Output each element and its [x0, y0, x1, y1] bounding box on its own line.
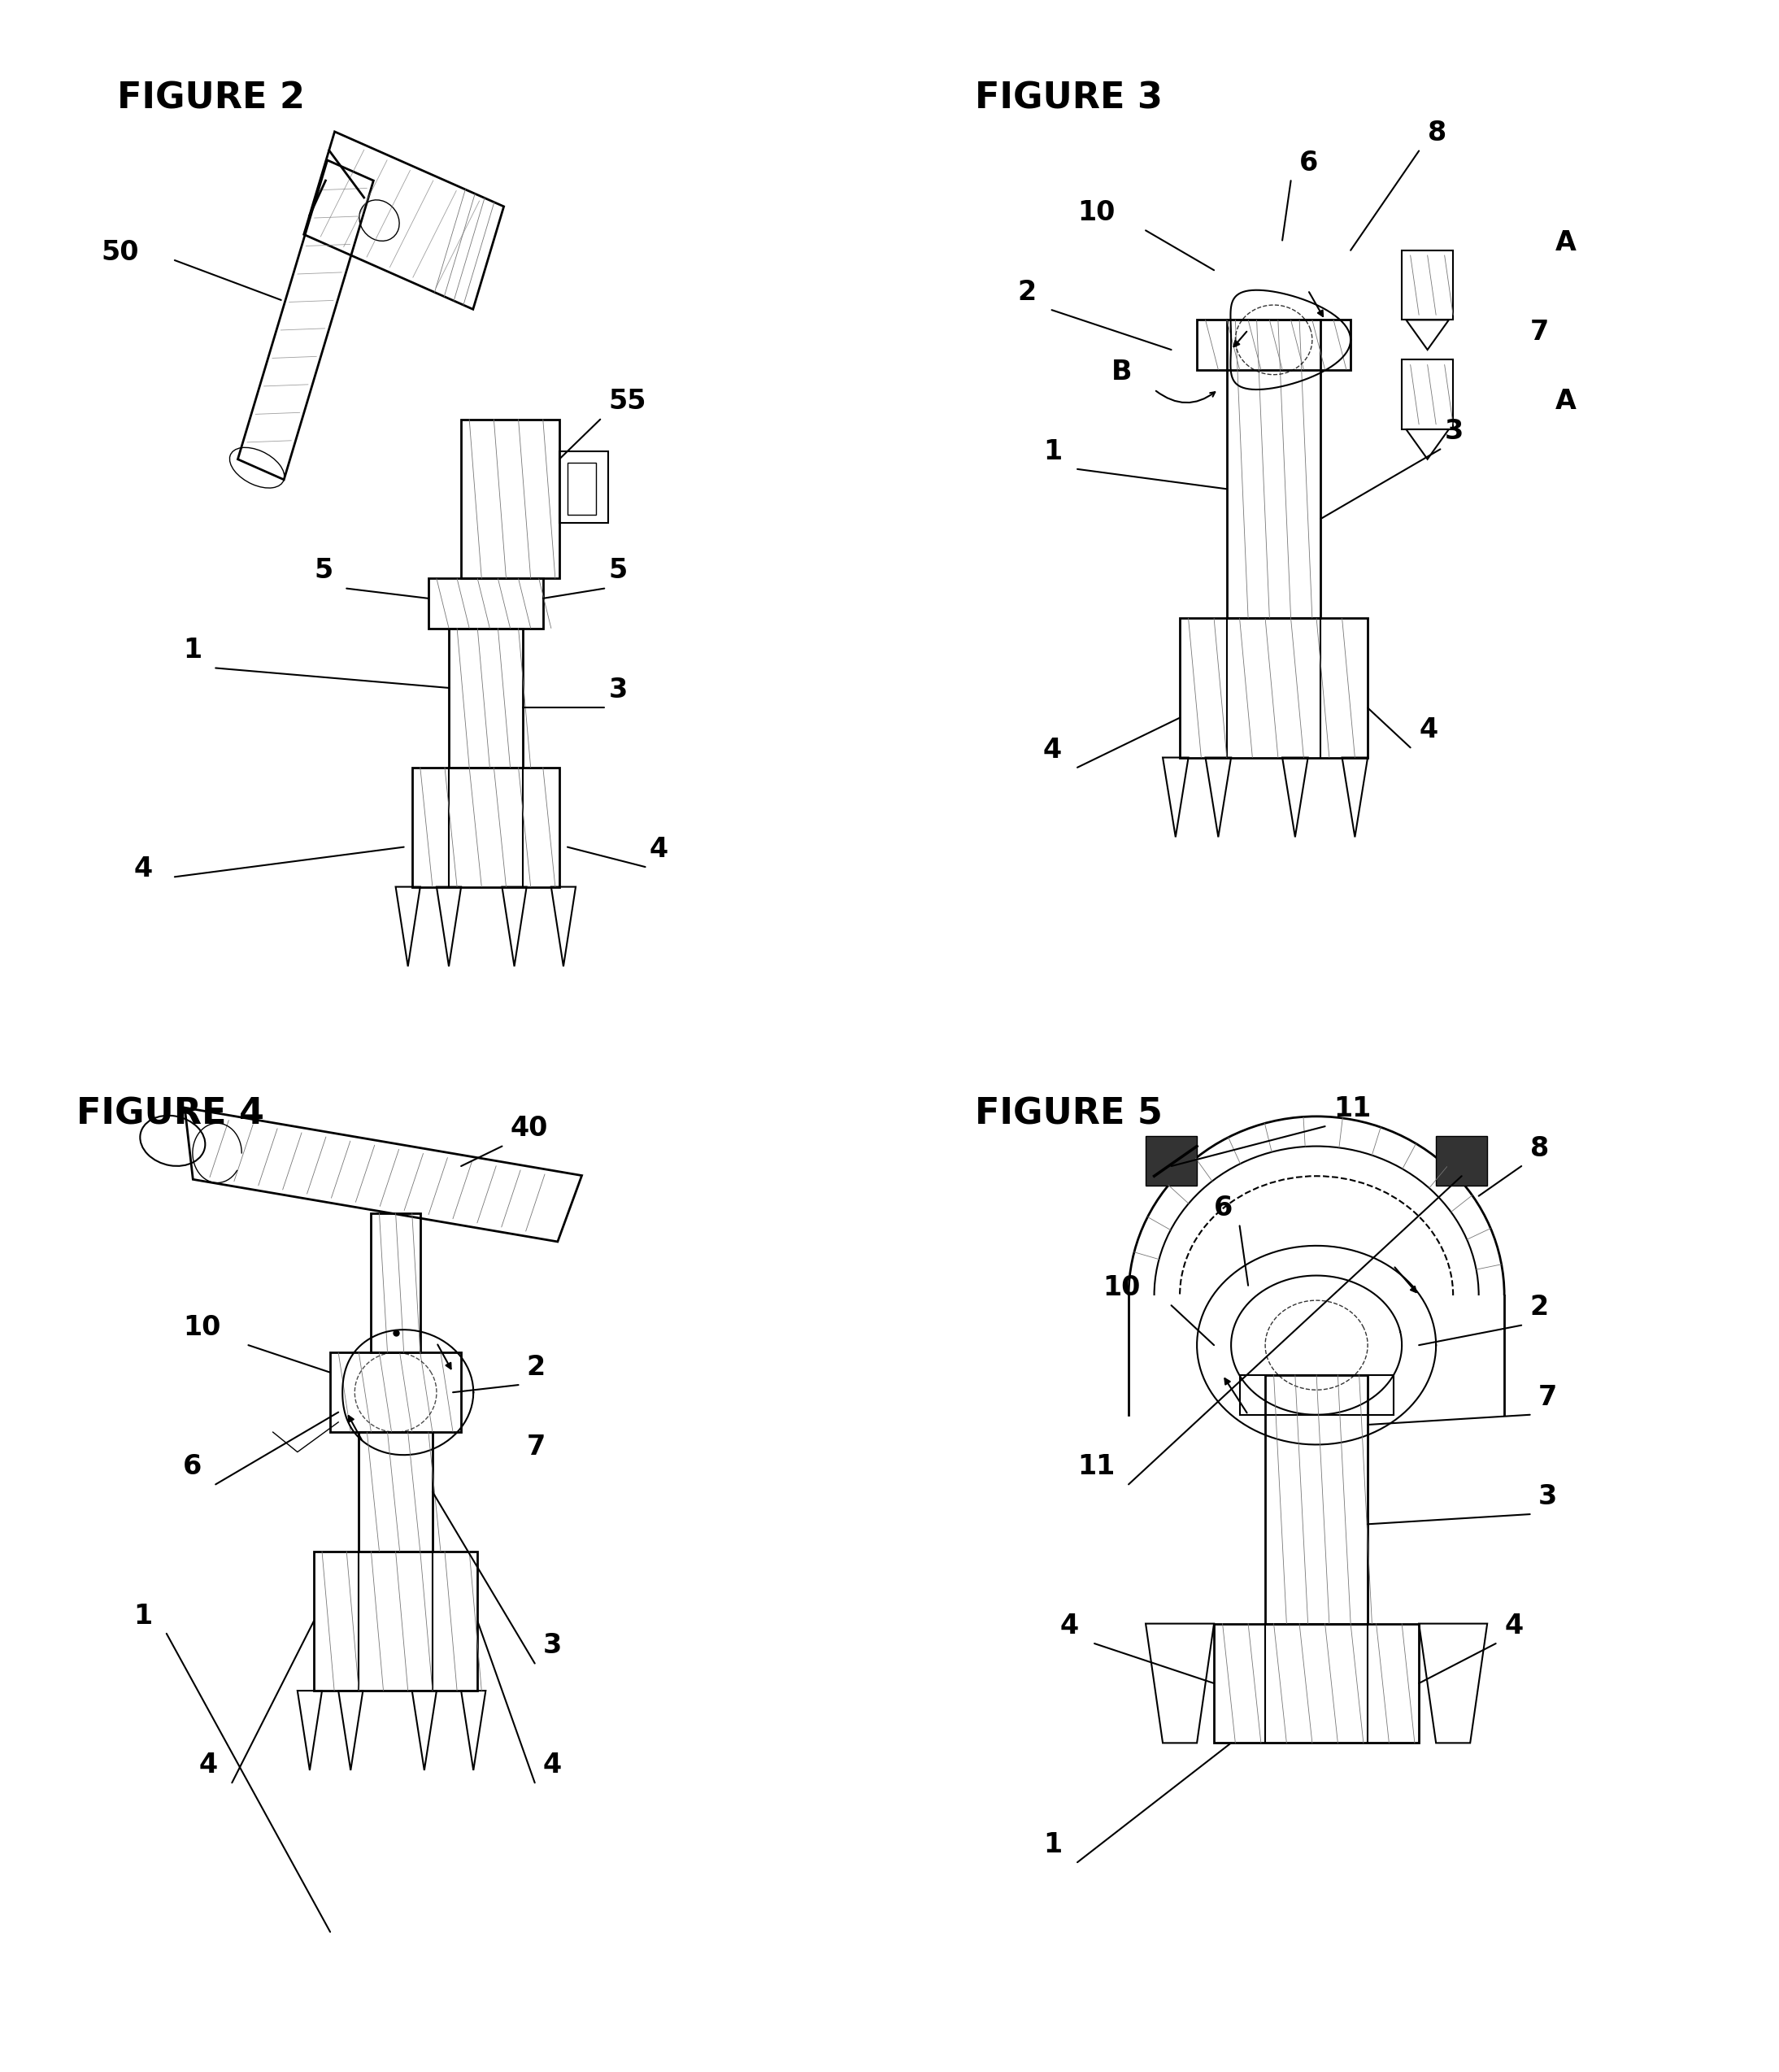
Text: 5: 5: [608, 557, 628, 584]
Bar: [461, 419, 559, 578]
Text: 4: 4: [1060, 1612, 1080, 1639]
Text: 6: 6: [183, 1452, 201, 1479]
Text: 3: 3: [1445, 419, 1464, 445]
Bar: [313, 1552, 477, 1691]
Bar: [559, 452, 608, 522]
Text: B: B: [1112, 358, 1131, 385]
Text: 10: 10: [1103, 1274, 1140, 1301]
Bar: [1240, 1376, 1393, 1415]
Text: 10: 10: [183, 1314, 221, 1341]
Text: 11: 11: [1078, 1452, 1115, 1479]
Text: 1: 1: [183, 636, 201, 663]
Text: 7: 7: [1539, 1384, 1557, 1411]
Text: 11: 11: [1334, 1096, 1372, 1123]
Text: 8: 8: [1530, 1135, 1550, 1162]
Bar: [1179, 617, 1368, 758]
Text: FIGURE 2: FIGURE 2: [117, 81, 306, 116]
Text: 4: 4: [199, 1751, 219, 1778]
Text: 6: 6: [1299, 149, 1318, 176]
Text: FIGURE 3: FIGURE 3: [975, 81, 1163, 116]
Text: 4: 4: [1420, 717, 1437, 744]
Text: 3: 3: [1539, 1484, 1557, 1510]
Bar: [331, 1353, 461, 1432]
Bar: [1146, 1135, 1197, 1185]
Text: 4: 4: [543, 1751, 562, 1778]
Bar: [1228, 319, 1320, 617]
Text: 4: 4: [1505, 1612, 1523, 1639]
Bar: [568, 462, 596, 514]
Bar: [448, 628, 523, 767]
Text: 6: 6: [1213, 1196, 1233, 1222]
Text: A: A: [1555, 387, 1576, 414]
Text: 2: 2: [1018, 280, 1037, 307]
Text: 4: 4: [133, 856, 153, 883]
Text: 8: 8: [1427, 120, 1446, 147]
Text: 7: 7: [1530, 319, 1550, 346]
Text: A: A: [1555, 230, 1576, 257]
Text: 3: 3: [608, 678, 628, 704]
Text: 1: 1: [1042, 437, 1062, 464]
Text: 3: 3: [543, 1633, 562, 1660]
Text: 10: 10: [1078, 199, 1115, 226]
Bar: [1436, 1135, 1487, 1185]
Bar: [1197, 319, 1350, 369]
Text: 2: 2: [1530, 1295, 1550, 1322]
Text: 50: 50: [101, 238, 139, 265]
Bar: [1213, 1624, 1420, 1743]
Text: 4: 4: [649, 835, 669, 862]
Text: FIGURE 4: FIGURE 4: [76, 1096, 265, 1131]
Text: 5: 5: [313, 557, 333, 584]
Text: FIGURE 5: FIGURE 5: [975, 1096, 1163, 1131]
Text: 4: 4: [1042, 736, 1062, 762]
Text: 55: 55: [608, 387, 646, 414]
Bar: [1402, 361, 1453, 429]
Bar: [413, 767, 559, 887]
Bar: [372, 1214, 420, 1353]
Bar: [1265, 1376, 1368, 1624]
Text: 1: 1: [133, 1602, 153, 1629]
Text: 7: 7: [527, 1434, 546, 1461]
Text: 2: 2: [527, 1353, 546, 1380]
Bar: [1402, 251, 1453, 319]
Text: 40: 40: [511, 1115, 548, 1142]
Bar: [359, 1432, 432, 1552]
Bar: [429, 578, 543, 628]
Text: 1: 1: [1042, 1832, 1062, 1859]
